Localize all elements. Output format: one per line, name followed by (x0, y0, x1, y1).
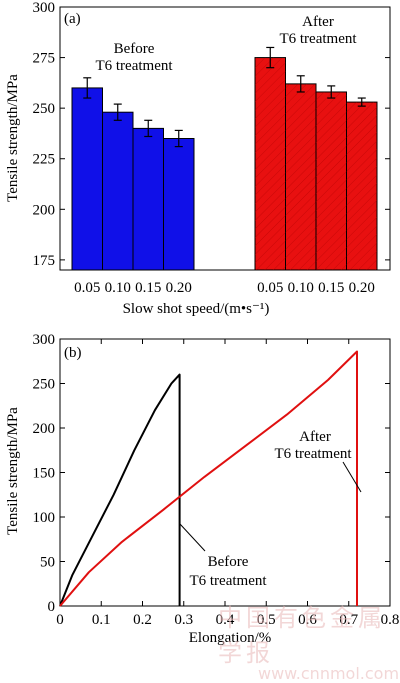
before-curve-label-line2: T6 treatment (189, 573, 267, 589)
panel-b-x-tick-label: 0.4 (216, 612, 235, 628)
panel-b-x-tick-label: 0.3 (174, 612, 193, 628)
before-bar-0.20 (163, 138, 195, 271)
panel-a-y-axis-label: Tensile strength/MPa (5, 74, 21, 202)
before-curve-pointer (179, 523, 206, 552)
panel-b-x-tick-label: 0.6 (298, 612, 317, 628)
watermark-line2: www.cnnmol.com (258, 664, 400, 683)
after-curve-label-line1: After (299, 429, 331, 445)
panel-a: (a) Tensile strength/MPa Slow shot speed… (5, 0, 391, 317)
after-bar-hatch (255, 57, 286, 271)
watermark: 中国有色金属学报 www.cnnmol.com (218, 598, 400, 683)
panel-b-x-tick-label: 0.5 (257, 612, 276, 628)
panel-b-y-tick-label: 150 (33, 466, 56, 482)
panel-a-x-tick-label: 0.10 (288, 280, 314, 296)
after-bar-hatch (316, 91, 347, 270)
panel-a-x-tick-label: 0.20 (349, 280, 375, 296)
panel-b-label: (b) (64, 345, 82, 361)
panel-a-x-tick-label: 0.15 (135, 280, 161, 296)
after-group-label-line1: After (302, 14, 334, 30)
panel-a-x-tick-label: 0.15 (318, 280, 344, 296)
panel-a-y-tick-label: 250 (33, 101, 56, 117)
panel-a-y-tick-label: 225 (33, 152, 56, 168)
panel-b-y-tick-label: 100 (33, 510, 56, 526)
panel-a-y-tick-label: 275 (33, 51, 56, 67)
panel-b-x-tick-label: 0.2 (133, 612, 152, 628)
before-curve-label-line1: Before (208, 554, 249, 570)
panel-a-x-tick-label: 0.05 (74, 280, 100, 296)
panel-b-y-tick-label: 50 (40, 555, 55, 571)
before-bar-0.05 (71, 87, 103, 271)
after-stress-strain-curve (59, 350, 358, 607)
panel-b: (b) Tensile strength/MPa Elongation/% 0 5… (5, 332, 399, 646)
after-bar-hatch (285, 83, 316, 270)
panel-a-label: (a) (64, 11, 81, 27)
panel-b-x-axis-label: Elongation/% (189, 630, 272, 646)
after-bar-hatch (346, 102, 377, 270)
panel-b-y-tick-label: 200 (33, 421, 56, 437)
watermark-line1: 中国有色金属学报 (218, 604, 386, 667)
before-bar-0.15 (132, 127, 164, 271)
after-curve-pointer (342, 461, 362, 493)
before-group-label-line1: Before (114, 41, 155, 57)
panel-a-x-axis-label: Slow shot speed/(m•s⁻¹) (123, 301, 270, 317)
panel-b-y-tick-label: 300 (33, 332, 56, 348)
before-stress-strain-curve (59, 373, 181, 607)
panel-a-y-tick-label: 300 (33, 0, 56, 16)
panel-a-frame (59, 6, 391, 271)
panel-b-x-tick-label: 0.7 (339, 612, 358, 628)
panel-a-x-tick-label: 0.20 (166, 280, 192, 296)
after-group-label-line2: T6 treatment (279, 31, 357, 47)
panel-a-y-tick-label: 175 (33, 253, 56, 269)
after-curve-label-line2: T6 treatment (274, 446, 352, 462)
chart-figure: (a) Tensile strength/MPa Slow shot speed… (5, 0, 399, 646)
panel-b-y-tick-label: 0 (48, 599, 56, 615)
panel-a-x-tick-label: 0.10 (105, 280, 131, 296)
panel-a-y-tick-label: 200 (33, 202, 56, 218)
panel-b-y-tick-label: 250 (33, 377, 56, 393)
panel-b-x-tick-label: 0.1 (92, 612, 111, 628)
before-group-label-line2: T6 treatment (95, 58, 173, 74)
panel-b-y-axis-label: Tensile strength/MPa (5, 407, 21, 535)
before-bar-0.10 (102, 111, 134, 271)
panel-b-x-tick-label: 0 (56, 612, 64, 628)
panel-a-x-tick-label: 0.05 (257, 280, 283, 296)
panel-b-x-tick-label: 0.8 (381, 612, 400, 628)
